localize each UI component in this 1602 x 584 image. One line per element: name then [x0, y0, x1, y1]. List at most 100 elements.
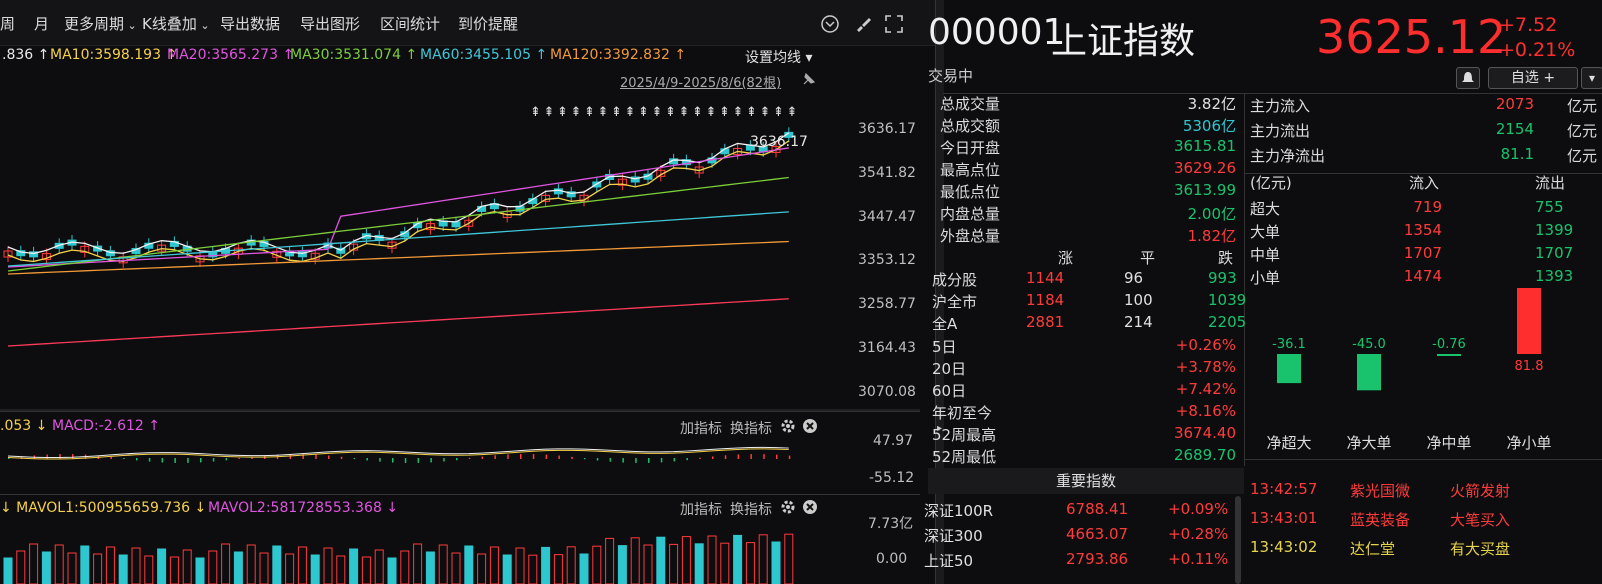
volume-bar	[259, 552, 269, 584]
candle	[297, 251, 307, 258]
y-tick: 3258.77	[858, 296, 916, 312]
scrollbar[interactable]	[1235, 496, 1241, 584]
macd-chart[interactable]	[0, 436, 820, 486]
period-label: 年初至今	[932, 404, 993, 422]
alert-bell-button[interactable]	[1456, 67, 1480, 89]
breadth-header: 平	[1140, 249, 1156, 267]
volume-bar	[720, 542, 730, 584]
chart-toolbar: 周 月 更多周期 ⌄ K线叠加 ⌄ 导出数据 导出图形 区间统计 到价提醒	[0, 0, 935, 46]
fullscreen-icon[interactable]	[884, 14, 904, 34]
date-range-label: 2025/4/9-2025/8/6(82根)	[620, 76, 782, 91]
flow-row-out: 755	[1535, 198, 1564, 216]
macd-bar	[750, 454, 752, 459]
kline-overlay-dropdown[interactable]: K线叠加 ⌄	[142, 13, 210, 34]
breadth-flat: 214	[1124, 313, 1153, 331]
macd-bar	[148, 458, 151, 462]
switch-indicator-button[interactable]: 换指标	[730, 502, 772, 518]
period-week-button[interactable]: 周	[0, 15, 16, 33]
export-graph-button[interactable]: 导出图形	[300, 15, 361, 33]
volume-bar	[208, 550, 218, 584]
macd-bar	[200, 458, 202, 463]
close-icon[interactable]	[802, 499, 818, 515]
stat-value: 1.82亿	[1187, 227, 1236, 245]
flow-row-label: 小单	[1250, 269, 1281, 287]
tick-alert-row[interactable]: 13:43:01 蓝英装备 大笔买入	[1245, 509, 1602, 535]
switch-indicator-button[interactable]: 换指标	[730, 421, 772, 437]
tick-alert-list: 13:42:57 紫光国微 火箭发射 13:43:01 蓝英装备 大笔买入 13:43:02…	[1245, 478, 1602, 584]
index-row[interactable]: 上证50 2793.86 +0.11%	[920, 550, 1236, 574]
tick-alert-row[interactable]: 13:42:57 紫光国微 火箭发射	[1245, 480, 1602, 506]
gear-icon[interactable]	[780, 499, 796, 515]
netflow-value-label: -45.0	[1352, 337, 1386, 352]
up-arrow-icon: ⇞	[598, 105, 609, 120]
panel-divider[interactable]: ▸	[935, 0, 944, 584]
volume-chart[interactable]	[0, 518, 820, 584]
volume-bar	[54, 544, 64, 584]
breadth-up: 1184	[1026, 291, 1065, 309]
add-indicator-button[interactable]: 加指标	[680, 502, 722, 518]
macd-bar	[404, 458, 407, 463]
candle	[681, 159, 691, 166]
period-month-button[interactable]: 月	[34, 15, 50, 33]
flow-value: 2154	[1495, 120, 1534, 138]
breadth-label: 全A	[932, 315, 958, 333]
flow-row-label: 中单	[1250, 246, 1281, 264]
flow-row-in: 1474	[1403, 267, 1442, 285]
macd-tick: 47.97	[873, 433, 914, 449]
volume-bar	[361, 556, 371, 584]
stat-label: 今日开盘	[940, 139, 1001, 157]
kline-chart[interactable]: ⇞ ⇞ ⇞ ⇞ ⇞ ⇞ ⇞ ⇞ ⇞ ⇞ ⇞ ⇞ ⇞ ⇞ ⇞ ⇞ ⇞ ⇞ ⇞ ⇞	[0, 71, 935, 411]
macd-bar	[584, 458, 586, 460]
close-icon[interactable]	[802, 418, 818, 434]
breadth-header: 涨	[1058, 249, 1074, 267]
breadth-down: 993	[1208, 269, 1237, 287]
range-stats-button[interactable]: 区间统计	[380, 15, 441, 33]
macd-bar	[136, 458, 138, 461]
volume-bar	[438, 544, 448, 584]
add-indicator-button[interactable]: 加指标	[680, 421, 722, 437]
y-tick: 3447.47	[858, 209, 916, 225]
candle	[617, 178, 627, 186]
up-arrow-icon: ⇞	[557, 105, 568, 120]
price-alert-button[interactable]: 到价提醒	[458, 15, 519, 33]
volume-bar	[374, 549, 384, 584]
index-row[interactable]: 深证100R 6788.41 +0.09%	[920, 500, 1236, 524]
volume-bar	[515, 547, 525, 584]
chevron-circle-icon[interactable]	[820, 14, 840, 34]
flow-unit: 亿元	[1567, 122, 1598, 140]
stat-value: 3615.81	[1173, 137, 1236, 155]
volume-bar	[579, 553, 589, 584]
macd-bar	[545, 454, 548, 459]
ma-settings-button[interactable]: 设置均线 ▾	[745, 50, 813, 66]
netflow-category-label: 净大单	[1346, 434, 1391, 452]
netflow-category-label: 净小单	[1506, 434, 1551, 452]
macd-bar	[366, 458, 368, 461]
y-tick: 3164.43	[858, 340, 916, 356]
add-watchlist-button[interactable]: 自选 +	[1488, 67, 1578, 89]
vol-tick: 0.00	[876, 551, 908, 567]
index-row[interactable]: 深证300 4663.07 +0.28%	[920, 525, 1236, 549]
macd-bar	[161, 458, 164, 463]
macd-bar	[212, 458, 215, 462]
volume-bar	[733, 534, 743, 584]
watchlist-dropdown-button[interactable]: ▾	[1581, 67, 1602, 89]
volume-bar	[3, 557, 13, 584]
macd-bar	[392, 458, 394, 463]
pin-icon[interactable]	[800, 72, 816, 88]
ma60-value: MA60:3455.105 ↑	[420, 47, 548, 63]
collapse-arrow-icon[interactable]: ▸	[937, 423, 943, 434]
more-periods-dropdown[interactable]: 更多周期 ⌄	[64, 13, 137, 34]
up-arrow-icon: ⇞	[638, 105, 649, 120]
stat-label: 总成交量	[940, 95, 1001, 113]
period-label: 60日	[932, 382, 967, 400]
export-data-button[interactable]: 导出数据	[220, 15, 281, 33]
candle	[464, 219, 474, 227]
flow-row-out: 1393	[1535, 267, 1574, 285]
stat-row: 内盘总量 2.00亿	[928, 203, 1248, 225]
tick-alert-row[interactable]: 13:43:02 达仁堂 有大买盘	[1245, 538, 1602, 564]
volume-bar	[464, 545, 474, 584]
flow-table-header: 流出	[1535, 174, 1566, 192]
gear-icon[interactable]	[780, 418, 796, 434]
brush-icon[interactable]	[853, 14, 873, 34]
macd-bar	[724, 455, 727, 459]
